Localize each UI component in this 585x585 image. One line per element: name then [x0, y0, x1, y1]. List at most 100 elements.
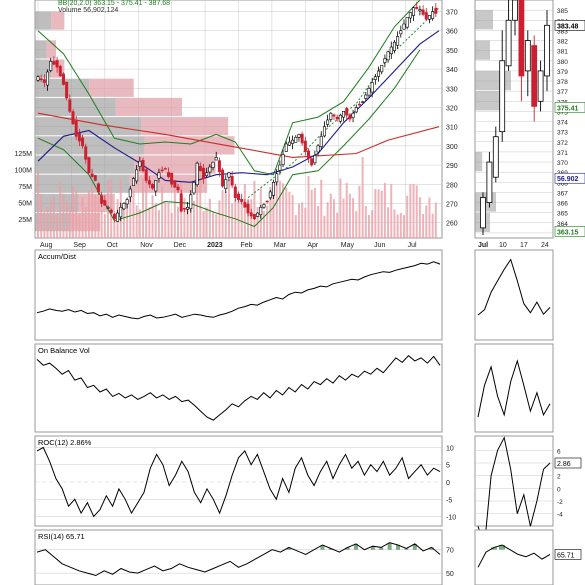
zoom-price-tick: 383 — [557, 28, 568, 35]
indicator-frame — [34, 529, 443, 585]
indicator-tick-label: 50 — [446, 571, 454, 578]
volume-bar — [221, 190, 224, 238]
candle-body — [58, 66, 62, 77]
volume-bar — [75, 191, 78, 238]
candle-body — [421, 9, 425, 15]
volume-bar — [329, 193, 332, 238]
price-axis: 260 270 280 290 300 310 320 330 340 350 360 370 — [446, 10, 458, 228]
zoom-price-tick: 370 — [557, 160, 568, 167]
volume-badge-box — [554, 172, 585, 184]
volume-bar — [390, 184, 393, 238]
volume-tick-label: 25M — [18, 217, 32, 224]
candle-body — [307, 150, 311, 159]
price-tick-label: 310 — [446, 125, 458, 132]
candle-body — [408, 12, 412, 19]
price-candles — [36, 1, 438, 223]
volume-bar — [218, 200, 221, 238]
zoom-price-tick: 377 — [557, 89, 568, 96]
rsi-overbought-fill — [412, 543, 417, 550]
candle-body — [434, 7, 438, 14]
mid-moving-average-line — [37, 30, 440, 183]
volume-label: Volume 56,902,124 — [58, 7, 118, 14]
volume-bar — [59, 182, 62, 238]
candle-body — [278, 164, 282, 171]
candle-body — [186, 206, 190, 210]
candle-body — [119, 206, 123, 218]
volume-bar — [97, 197, 100, 238]
candle-body — [195, 162, 199, 185]
candle-body — [81, 137, 85, 147]
volume-bar — [377, 189, 380, 238]
zoom-profile-bar — [475, 70, 511, 91]
candle-body — [77, 133, 81, 142]
volume-bar — [422, 214, 425, 238]
candle-body — [214, 157, 218, 161]
volume-bar — [62, 193, 65, 238]
volume-bar — [402, 215, 405, 238]
volume-bar — [371, 210, 374, 238]
zoom-price-tick: 364 — [557, 221, 568, 228]
candle-body — [208, 166, 212, 173]
main-price-panel: 260 270 280 290 300 310 320 330 340 350 360 370 25M… — [14, 0, 458, 249]
volume-bar — [43, 211, 46, 238]
volume-bar — [339, 178, 342, 238]
candle-body — [170, 172, 174, 185]
candle-body — [300, 133, 304, 144]
volume-bar — [173, 180, 176, 238]
zoom-date-tick: Jul — [478, 242, 488, 249]
zoom-price-panel: 3633643653663673683693703713723733743753… — [474, 0, 585, 249]
volume-bar — [81, 197, 84, 238]
candle-body — [125, 199, 129, 205]
candle-body — [431, 11, 435, 19]
volume-bar — [393, 209, 396, 238]
volume-bar — [113, 211, 116, 238]
volume-bar — [345, 182, 348, 238]
zoom-price-tick: 368 — [557, 180, 568, 187]
rsi-overbought-fill — [396, 545, 401, 550]
volume-bar — [56, 213, 59, 238]
candle-body — [103, 200, 107, 206]
candle-body — [364, 94, 368, 99]
volume-bar — [145, 174, 148, 238]
price-tick-label: 260 — [446, 221, 458, 228]
zoom-indicator-badge-box — [554, 549, 582, 560]
date-tick-label: Apr — [307, 242, 319, 249]
volume-bar — [342, 198, 345, 238]
volume-bar — [262, 210, 265, 238]
volume-bar — [237, 197, 240, 238]
volume-profile-bar-red — [78, 193, 115, 213]
candle-body — [402, 23, 406, 30]
rsi-overbought-fill — [354, 543, 359, 550]
candle-body — [237, 193, 241, 200]
date-tick-label: May — [341, 242, 355, 249]
candle-body — [322, 126, 326, 137]
volume-bar — [40, 194, 43, 238]
candle-body — [141, 160, 145, 172]
candle-body — [287, 141, 291, 146]
volume-profile-bar-gray — [35, 174, 130, 193]
volume-bar — [396, 214, 399, 238]
rsi-overbought-fill — [370, 546, 375, 550]
candle-body — [151, 183, 155, 189]
bb-low-badge-box — [554, 226, 585, 237]
volume-profile-bar-red — [46, 40, 56, 59]
zoom-candle-body — [499, 60, 506, 133]
zoom-indicator-tick: -2 — [557, 499, 563, 506]
volume-bar — [326, 202, 329, 238]
candle-body — [297, 134, 301, 138]
candle-body — [412, 7, 416, 16]
zoom-candle-body — [492, 136, 499, 178]
volume-bar — [278, 180, 281, 238]
volume-bar — [183, 198, 186, 238]
price-tick-label: 370 — [446, 10, 458, 17]
candle-body — [310, 158, 314, 166]
volume-bar — [202, 210, 205, 238]
volume-bar — [409, 184, 412, 238]
volume-bar — [170, 212, 173, 238]
volume-bar — [199, 166, 202, 238]
candle-body — [357, 104, 361, 106]
candle-body — [205, 172, 209, 176]
volume-axis: 25M 50M 75M 100M 125M — [14, 151, 32, 224]
zoom-date-tick: 10 — [499, 242, 507, 249]
